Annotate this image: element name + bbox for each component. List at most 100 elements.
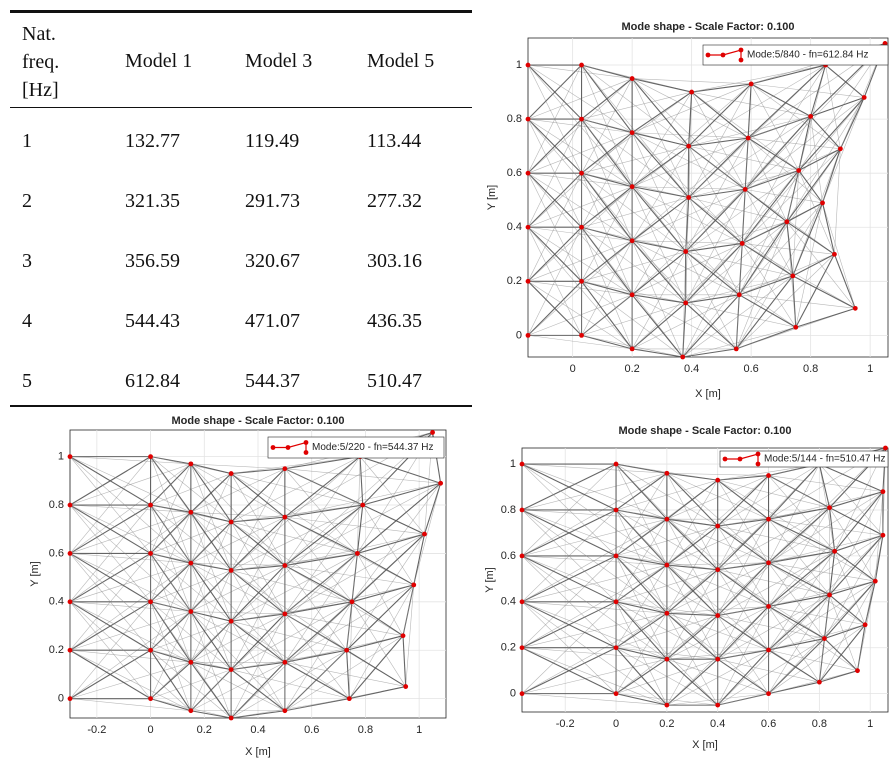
- mesh-edge: [666, 472, 719, 527]
- mesh-node: [148, 647, 153, 653]
- mesh-edge: [739, 294, 856, 309]
- mesh-edge: [717, 479, 769, 563]
- mesh-edge: [190, 463, 232, 571]
- mesh-edge: [527, 226, 633, 296]
- mesh-edge: [810, 64, 827, 117]
- mesh-edge: [284, 504, 364, 566]
- mesh-edge: [69, 601, 192, 711]
- mesh-edge: [829, 491, 884, 509]
- mesh-edge: [666, 615, 719, 660]
- mesh-edge: [829, 534, 884, 596]
- mesh-edge: [230, 669, 286, 712]
- mesh-node: [613, 507, 619, 513]
- mesh-edge: [768, 649, 858, 671]
- mesh-edge: [69, 552, 151, 603]
- y-tick-label: 0.4: [507, 221, 522, 233]
- mesh-edge: [615, 509, 668, 614]
- x-tick-label: 0: [613, 718, 619, 730]
- table-cell: 291.73: [245, 190, 300, 212]
- mesh-edge: [284, 504, 363, 518]
- mesh-edge: [69, 512, 191, 554]
- mesh-edge: [768, 594, 830, 607]
- mesh-edge: [527, 172, 633, 242]
- mesh-edge: [284, 565, 347, 651]
- mesh-edge: [833, 254, 856, 309]
- mesh-edge: [717, 525, 830, 596]
- y-axis-label: Y [m]: [486, 185, 498, 210]
- table-cell: Model 1: [125, 50, 193, 72]
- legend-label: Mode:5/840 - fn=612.84 Hz: [747, 50, 868, 61]
- mesh-edge: [631, 240, 687, 304]
- y-axis-label: Y [m]: [29, 561, 41, 586]
- mesh: [527, 42, 886, 358]
- mesh-edge: [632, 137, 749, 187]
- mesh-edge: [717, 638, 825, 706]
- x-tick-label: 0.6: [743, 363, 758, 375]
- mesh-edge: [798, 170, 823, 204]
- mesh-edge: [691, 83, 752, 93]
- mesh-node: [525, 170, 531, 176]
- mesh-edge: [666, 612, 718, 617]
- x-tick-label: -0.2: [556, 718, 575, 730]
- mesh-edge: [357, 482, 441, 554]
- mesh-node: [629, 184, 635, 190]
- legend-icon-node: [303, 440, 309, 445]
- mesh-edge: [632, 348, 683, 358]
- mesh-edge: [666, 564, 719, 616]
- mesh-node: [67, 647, 73, 653]
- mesh-edge: [717, 615, 825, 639]
- mesh-node: [228, 471, 234, 476]
- mesh-edge: [829, 507, 876, 582]
- mesh-edge: [631, 78, 689, 198]
- mesh-node: [519, 691, 525, 697]
- legend-icon-node: [705, 52, 711, 58]
- legend-icon-node: [755, 451, 761, 457]
- mesh-node: [861, 95, 867, 100]
- legend-icon-node: [270, 445, 276, 450]
- mesh-edge: [527, 227, 582, 336]
- mesh-edge: [819, 463, 884, 536]
- mesh-edge: [521, 463, 617, 557]
- mesh-edge: [631, 78, 690, 147]
- mesh-edge: [190, 710, 232, 719]
- mesh-edge: [744, 43, 886, 190]
- x-axis-label: X [m]: [245, 746, 271, 758]
- mesh-edge: [527, 64, 582, 120]
- table-cell: 544.37: [245, 370, 300, 392]
- mesh-node: [664, 656, 670, 662]
- chart-title: Mode shape - Scale Factor: 0.100: [171, 415, 344, 427]
- mesh-edge: [798, 97, 865, 171]
- mesh-edge: [581, 280, 633, 350]
- y-tick-label: 1: [510, 458, 516, 470]
- mesh-edge: [69, 601, 151, 699]
- mesh-edge: [631, 186, 686, 304]
- mesh-edge: [768, 580, 876, 607]
- mesh-node: [188, 461, 194, 467]
- mesh-node: [228, 667, 234, 672]
- mesh-edge: [750, 83, 800, 171]
- mesh-edge: [359, 456, 364, 506]
- mesh-edge: [798, 170, 835, 255]
- mesh-edge: [284, 552, 358, 567]
- mesh-edge: [69, 611, 191, 651]
- mesh-edge: [717, 525, 769, 564]
- legend-box: [267, 436, 445, 459]
- y-tick-label: 1: [516, 59, 522, 71]
- mesh-edge: [527, 64, 633, 133]
- table-cell: 303.16: [367, 250, 422, 272]
- y-tick-label: 0.6: [49, 547, 64, 559]
- y-tick-label: 0.6: [507, 167, 522, 179]
- mesh-edge: [738, 294, 797, 328]
- mesh-edge: [666, 615, 718, 706]
- y-tick-label: 0: [510, 688, 516, 700]
- mesh-edge: [190, 613, 285, 663]
- mesh-edge: [231, 620, 347, 651]
- mesh-edge: [230, 620, 286, 663]
- mesh-edge: [521, 463, 617, 511]
- mesh-edge: [822, 97, 865, 204]
- mesh-edge: [768, 562, 825, 639]
- mesh-edge: [632, 83, 752, 133]
- mesh-edge: [362, 482, 441, 506]
- mesh-edge: [284, 516, 353, 603]
- mesh-node: [228, 519, 234, 525]
